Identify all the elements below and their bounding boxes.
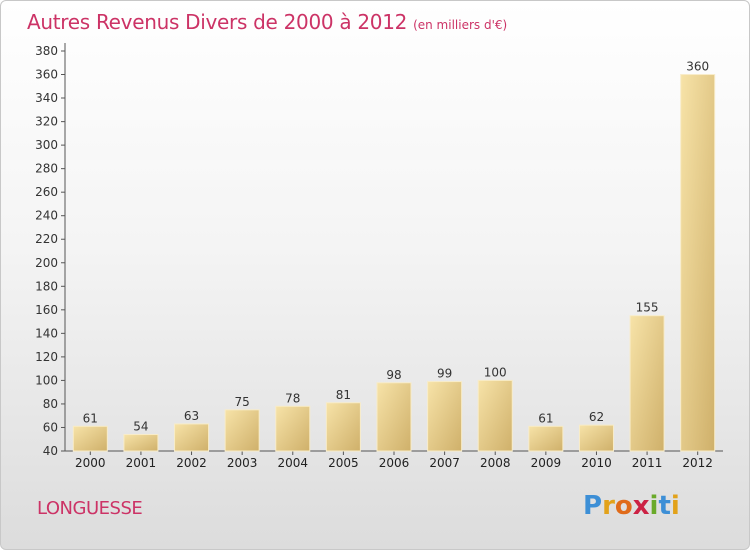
bar-2011 (629, 315, 665, 452)
bar-2012 (680, 74, 716, 452)
bar-2003 (224, 409, 260, 452)
x-tick-label-2010: 2010 (581, 456, 612, 470)
x-tick-label-2012: 2012 (682, 456, 713, 470)
y-tick-label: 140 (35, 326, 58, 340)
chart-subtitle: (en milliers d'€) (413, 18, 508, 32)
proxiti-logo: Proxiti (583, 491, 680, 521)
y-tick-label: 80 (43, 397, 58, 411)
y-tick-label: 260 (35, 185, 58, 199)
y-tick-label: 380 (35, 44, 58, 58)
chart-title-main: Autres Revenus Divers de 2000 à 2012 (27, 10, 408, 34)
data-label-2008: 100 (484, 365, 507, 379)
bar-2006 (376, 382, 412, 452)
x-tick-label-2009: 2009 (531, 456, 562, 470)
bar-2001 (123, 434, 159, 452)
y-tick-label: 120 (35, 350, 58, 364)
logo-letter: x (632, 491, 650, 521)
bars (72, 74, 716, 452)
y-tick-label: 100 (35, 373, 58, 387)
y-tick-label: 320 (35, 115, 58, 129)
x-tick-labels: 2000 2001 2002 2003 2004 2005 2006 2007 2008 2009… (75, 456, 713, 470)
y-tick-label: 180 (35, 279, 58, 293)
data-label-2011: 155 (636, 301, 659, 315)
x-tick-label-2004: 2004 (277, 456, 308, 470)
y-tick-label: 160 (35, 303, 58, 317)
y-tick-label: 280 (35, 162, 58, 176)
chart-title: Autres Revenus Divers de 2000 à 2012 (en … (27, 10, 507, 34)
y-tick-label: 40 (43, 444, 58, 458)
bar-2004 (275, 405, 311, 452)
bar-2007 (427, 381, 463, 452)
bar-2005 (325, 402, 361, 452)
y-tick-label: 220 (35, 232, 58, 246)
y-tick-label: 240 (35, 209, 58, 223)
y-tick-label: 360 (35, 68, 58, 82)
bar-2002 (174, 423, 210, 452)
x-tick-label-2008: 2008 (480, 456, 511, 470)
x-tick-label-2003: 2003 (227, 456, 258, 470)
data-label-2007: 99 (437, 367, 452, 381)
logo-letter: i (649, 491, 659, 521)
y-tick-label: 340 (35, 91, 58, 105)
logo-letter: P (583, 491, 603, 521)
logo-letter: o (614, 491, 633, 521)
data-label-2010: 62 (589, 410, 604, 424)
data-label-2000: 61 (83, 411, 98, 425)
y-tick-label: 300 (35, 138, 58, 152)
location-name: LONGUESSE (37, 498, 143, 519)
bar-2008 (477, 379, 513, 452)
bar-2010 (578, 424, 614, 452)
data-label-2003: 75 (235, 395, 250, 409)
y-tick-label: 200 (35, 256, 58, 270)
logo-letter: i (670, 491, 680, 521)
x-tick-label-2005: 2005 (328, 456, 359, 470)
y-tick-labels: 40 60 80 100 120 140 160 180 200 220 240 260 280 300 3… (35, 44, 58, 458)
data-label-2012: 360 (686, 60, 709, 74)
data-labels: 61 54 63 75 78 81 98 99 100 61 62 155 360 (83, 60, 709, 434)
bar-2009 (528, 425, 564, 452)
x-tick-label-2000: 2000 (75, 456, 106, 470)
x-tick-label-2007: 2007 (429, 456, 460, 470)
y-tick-label: 60 (43, 420, 58, 434)
data-label-2009: 61 (538, 411, 553, 425)
data-label-2005: 81 (336, 388, 351, 402)
logo-letter: r (602, 491, 615, 521)
data-label-2006: 98 (386, 368, 401, 382)
x-tick-label-2006: 2006 (379, 456, 410, 470)
bar-2000 (72, 425, 108, 452)
data-label-2004: 78 (285, 391, 300, 405)
data-label-2001: 54 (133, 420, 148, 434)
x-tick-label-2011: 2011 (632, 456, 663, 470)
x-tick-label-2001: 2001 (126, 456, 157, 470)
logo-letter: t (658, 491, 671, 521)
x-tick-label-2002: 2002 (176, 456, 207, 470)
data-label-2002: 63 (184, 409, 199, 423)
